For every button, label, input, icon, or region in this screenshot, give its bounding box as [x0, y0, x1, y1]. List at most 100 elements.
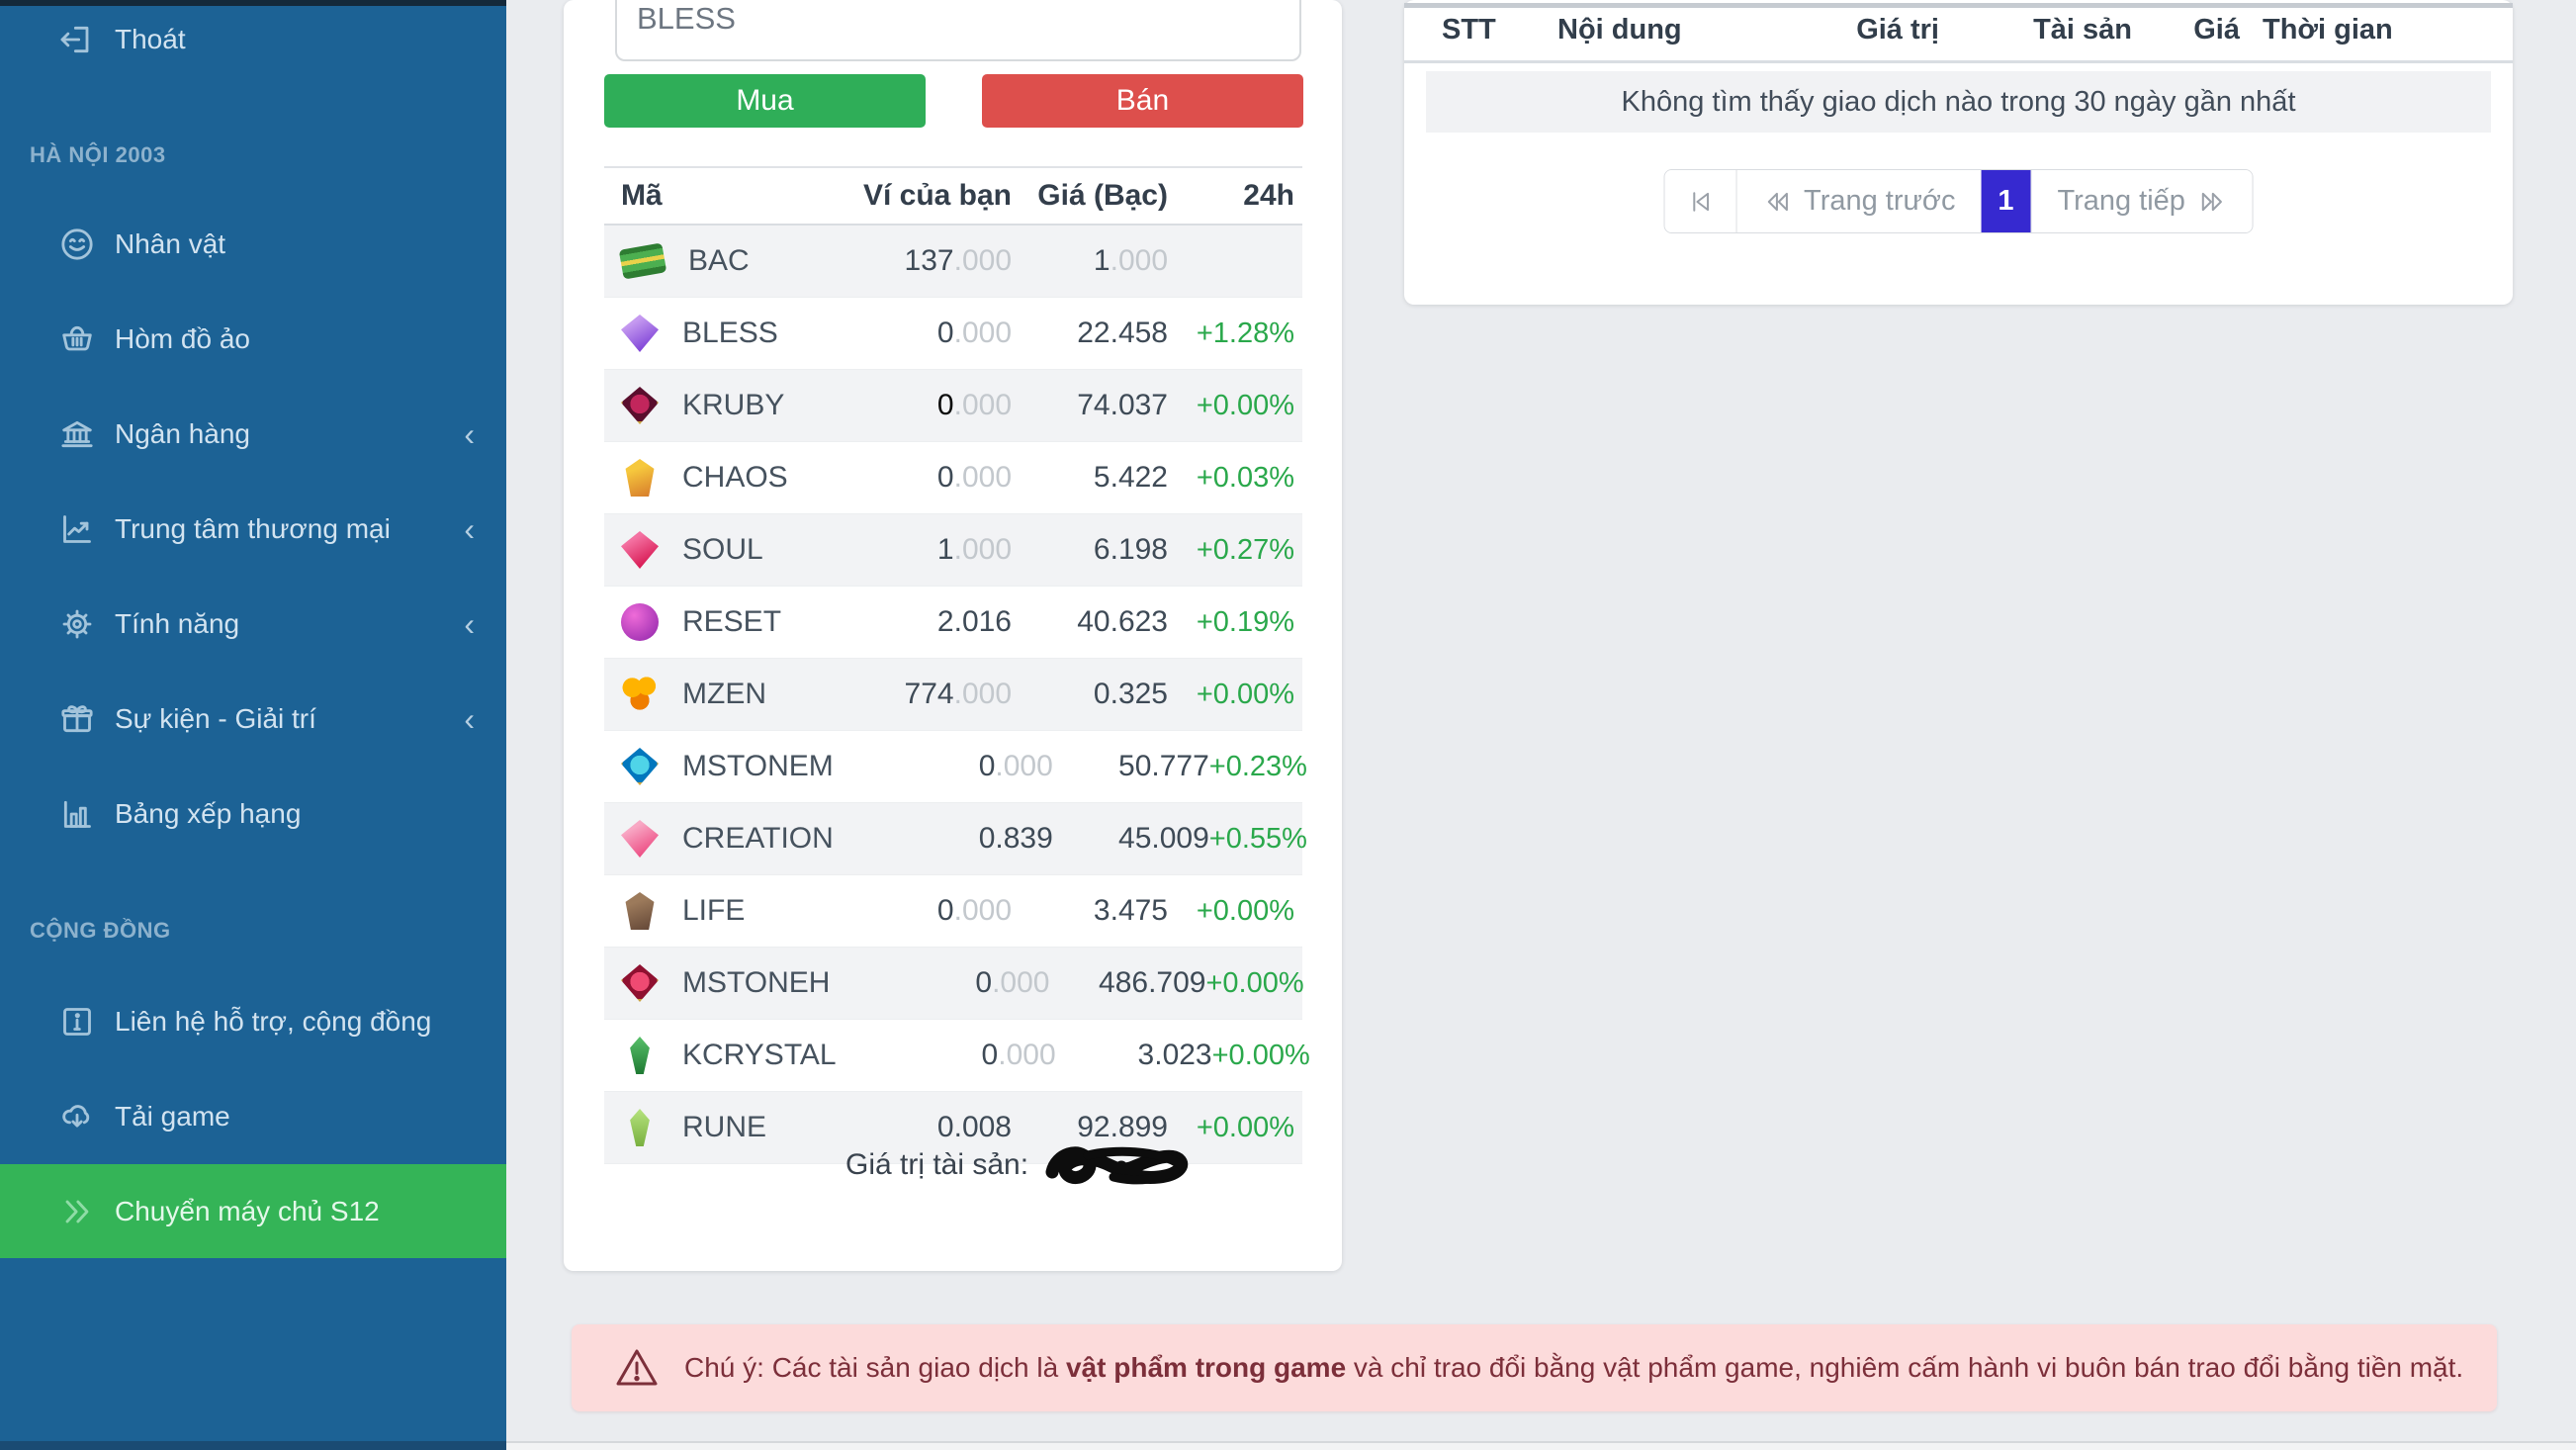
wallet-value: 2.016: [936, 605, 1012, 638]
sidebar-item-label: Liên hệ hỗ trợ, cộng đồng: [115, 1006, 432, 1037]
sidebar-item-lien-he[interactable]: Liên hệ hỗ trợ, cộng đồng: [0, 974, 506, 1069]
market-row-chaos[interactable]: CHAOS 0.000 5.422 +0.03%: [604, 442, 1302, 514]
wallet-fraction: .000: [953, 389, 1012, 421]
asset-cell: CREATION: [604, 820, 834, 858]
market-row-mzen[interactable]: MZEN 774.000 0.325 +0.00%: [604, 659, 1302, 731]
mstonem-icon: [621, 748, 659, 785]
market-table: Mã Ví của bạn Giá (Bạc) 24h BAC 137.000 …: [604, 166, 1310, 1164]
sidebar-item-label: Ngân hàng: [115, 418, 251, 449]
page-bottom-strip: [506, 1441, 2576, 1450]
price-value: 45.009: [1118, 822, 1209, 855]
price-fraction: .000: [1110, 244, 1168, 277]
asset-search-input[interactable]: [615, 0, 1301, 61]
wallet-cell: 0.839: [834, 822, 1053, 856]
change-value: +0.19%: [1196, 606, 1294, 638]
mzen-icon: [621, 676, 659, 713]
history-panel: STT Nội dung Giá trị Tài sản Giá Thời gi…: [1404, 0, 2513, 305]
prev-page-button[interactable]: Trang trước: [1735, 170, 1982, 232]
wallet-cell: 0.000: [834, 750, 1053, 783]
market-row-creation[interactable]: CREATION 0.839 45.009 +0.55%: [604, 803, 1307, 875]
market-row-bless[interactable]: BLESS 0.000 22.458 +1.28%: [604, 298, 1302, 370]
asset-code: RUNE: [682, 1111, 767, 1143]
price-value: 1: [1093, 244, 1110, 277]
sidebar-item-label: Thoát: [115, 24, 186, 54]
first-page-button[interactable]: [1664, 170, 1736, 232]
buy-button[interactable]: Mua: [604, 74, 926, 128]
empty-message: Không tìm thấy giao dịch nào trong 30 ng…: [1426, 71, 2491, 133]
sidebar-item-label: Trung tâm thương mại: [115, 513, 391, 544]
warning-prefix: Chú ý: Các tài sản giao dịch là: [684, 1352, 1066, 1383]
price-value: 50.777: [1118, 750, 1209, 782]
wallet-value: 0: [936, 894, 954, 927]
header-stt: STT: [1442, 14, 1496, 45]
sidebar-item-hom-do-ao[interactable]: Hòm đồ ảo: [0, 292, 506, 387]
header-thoi-gian: Thời gian: [2263, 14, 2393, 45]
wallet-cell: 0.000: [792, 894, 1012, 928]
warning-triangle-icon: [616, 1349, 658, 1386]
wallet-cell: 774.000: [792, 678, 1012, 711]
change-value: +0.00%: [1211, 1040, 1310, 1071]
smiley-icon: [57, 225, 97, 264]
sidebar-item-label: Hòm đồ ảo: [115, 323, 250, 354]
wallet-fraction: .000: [995, 750, 1053, 782]
sidebar-item-tai-game[interactable]: Tải game: [0, 1069, 506, 1164]
page-1-button[interactable]: 1: [1981, 170, 2031, 232]
market-row-rune[interactable]: RUNE 0.008 92.899 +0.00%: [604, 1092, 1302, 1164]
sidebar-item-bang-xep-hang[interactable]: Bảng xếp hạng: [0, 767, 506, 861]
wallet-fraction: .000: [953, 533, 1012, 566]
asset-code: CREATION: [682, 822, 834, 855]
next-page-button[interactable]: Trang tiếp: [2030, 170, 2253, 232]
gift-icon: [57, 699, 97, 739]
sell-button[interactable]: Bán: [982, 74, 1303, 128]
info-icon: [57, 1002, 97, 1042]
wallet-fraction: .000: [953, 317, 1012, 349]
header-gia-tri: Giá trị: [1856, 14, 1939, 45]
asset-code: BAC: [688, 244, 750, 277]
asset-cell: LIFE: [604, 892, 792, 930]
market-row-bac[interactable]: BAC 137.000 1.000: [604, 226, 1302, 298]
change-value: +0.00%: [1196, 895, 1294, 927]
market-row-kruby[interactable]: KRUBY 0.000 74.037 +0.00%: [604, 370, 1302, 442]
wallet-value: 0: [936, 317, 954, 349]
change-cell: +0.00%: [1205, 966, 1311, 1000]
wallet-fraction: .000: [953, 678, 1012, 710]
chaos-icon: [625, 459, 655, 497]
market-row-mstonem[interactable]: MSTONEM 0.000 50.777 +0.23%: [604, 731, 1307, 803]
price-cell: 3.475: [1012, 894, 1168, 928]
sidebar-item-trung-tam-thuong-mai[interactable]: Trung tâm thương mại ‹: [0, 482, 506, 577]
sidebar-item-chuyen-may-chu[interactable]: Chuyển máy chủ S12: [0, 1164, 506, 1258]
warning-banner: Chú ý: Các tài sản giao dịch là vật phẩm…: [572, 1324, 2497, 1411]
change-value: +0.27%: [1196, 534, 1294, 566]
sidebar-item-nhan-vat[interactable]: Nhân vật: [0, 197, 506, 292]
next-page-label: Trang tiếp: [2057, 185, 2185, 217]
change-value: +0.55%: [1208, 823, 1307, 855]
market-row-mstoneh[interactable]: MSTONEH 0.000 486.709 +0.00%: [604, 948, 1304, 1020]
wallet-cell: 0.000: [792, 389, 1012, 422]
price-cell: 1.000: [1012, 244, 1168, 278]
market-row-kcrystal[interactable]: KCRYSTAL 0.000 3.023 +0.00%: [604, 1020, 1310, 1092]
market-row-life[interactable]: LIFE 0.000 3.475 +0.00%: [604, 875, 1302, 948]
price-value: 3.475: [1093, 894, 1168, 927]
change-value: +0.00%: [1196, 390, 1294, 421]
header-price: Giá (Bạc): [1037, 179, 1168, 212]
sidebar-item-logout[interactable]: Thoát: [0, 8, 506, 71]
market-row-soul[interactable]: SOUL 1.000 6.198 +0.27%: [604, 514, 1302, 587]
price-cell: 74.037: [1012, 389, 1168, 422]
change-cell: +0.23%: [1209, 750, 1315, 783]
sidebar-item-label: Chuyển máy chủ S12: [115, 1195, 380, 1226]
soul-icon: [621, 531, 659, 569]
sidebar-item-su-kien-giai-tri[interactable]: Sự kiện - Giải trí ‹: [0, 672, 506, 767]
change-value: +0.00%: [1196, 679, 1294, 710]
wallet-cell: 0.000: [792, 317, 1012, 350]
asset-cell: MSTONEM: [604, 748, 834, 785]
price-value: 5.422: [1093, 461, 1168, 494]
price-cell: 6.198: [1012, 533, 1168, 567]
wallet-cell: 2.016: [792, 605, 1012, 639]
sidebar-item-label: Bảng xếp hạng: [115, 798, 302, 829]
sidebar-item-ngan-hang[interactable]: Ngân hàng ‹: [0, 387, 506, 482]
sidebar-item-tinh-nang[interactable]: Tính năng ‹: [0, 577, 506, 672]
skip-first-icon: [1692, 191, 1709, 212]
price-cell: 92.899: [1012, 1111, 1168, 1144]
market-row-reset[interactable]: RESET 2.016 40.623 +0.19%: [604, 587, 1302, 659]
total-assets-label: Giá trị tài sản:: [845, 1148, 1029, 1181]
